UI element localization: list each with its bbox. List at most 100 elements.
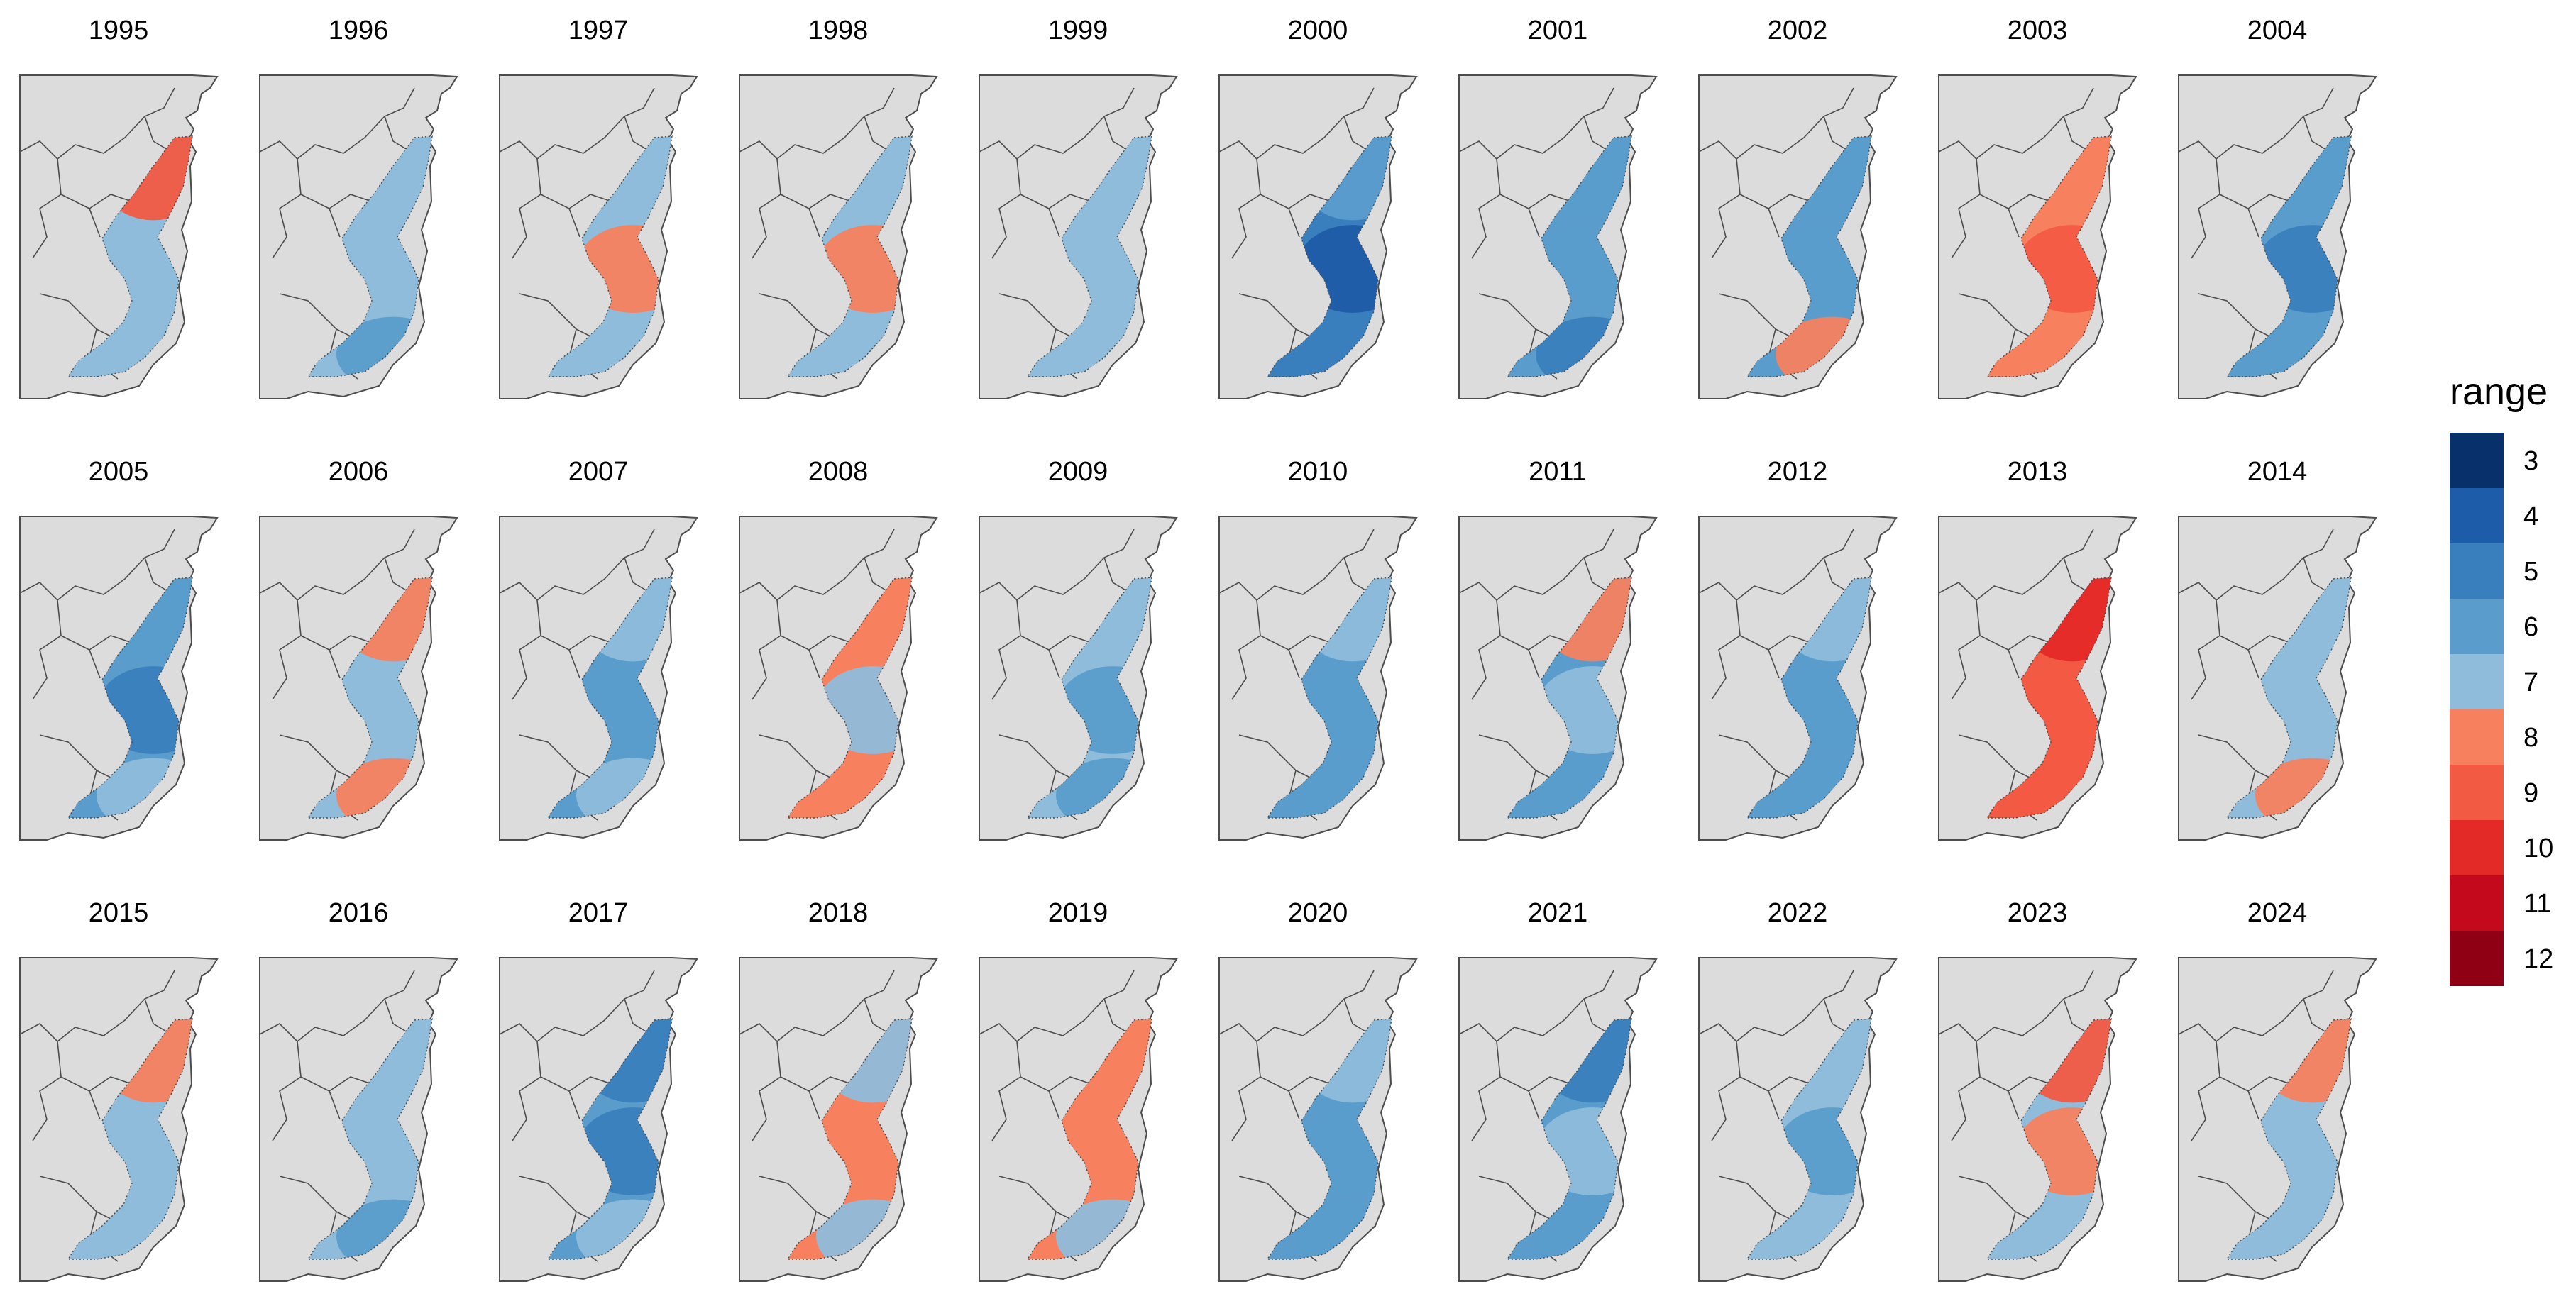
province-boundaries (1458, 529, 1614, 821)
legend: range 3 4 5 6 7 8 9 10 11 12 (2450, 370, 2553, 986)
province-boundaries (499, 970, 655, 1262)
map-panel: 2006 (259, 457, 458, 841)
map-panel: 2022 (1698, 898, 1897, 1282)
legend-label: 3 (2523, 446, 2538, 476)
province-boundaries (1458, 87, 1614, 380)
panel-year-label: 2008 (808, 457, 869, 487)
map-panel: 2023 (1938, 898, 2137, 1282)
map-panel: 2001 (1458, 16, 1657, 399)
panel-year-label: 1995 (89, 16, 149, 45)
province-boundaries (979, 529, 1135, 821)
map-panel: 2007 (499, 457, 698, 841)
legend-swatch (2450, 875, 2504, 931)
province-boundaries (2178, 529, 2334, 821)
map-panel: 2011 (1458, 457, 1657, 841)
panel-year-label: 2016 (329, 898, 389, 928)
legend-label: 10 (2523, 834, 2553, 863)
panel-year-label: 1997 (568, 16, 629, 45)
map-panel: 2018 (739, 898, 937, 1282)
province-boundaries (2178, 87, 2334, 380)
map-panel: 2013 (1938, 457, 2137, 841)
province-boundaries (259, 529, 415, 821)
legend-swatch (2450, 433, 2504, 488)
province-boundaries (1218, 87, 1375, 380)
legend-label: 9 (2523, 778, 2538, 808)
panel-year-label: 2001 (1528, 16, 1588, 45)
map-panel: 2020 (1218, 898, 1417, 1282)
map-panel: 2019 (979, 898, 1177, 1282)
map-panel: 2012 (1698, 457, 1897, 841)
legend-swatch (2450, 765, 2504, 820)
legend-label: 6 (2523, 612, 2538, 642)
map-panel: 2003 (1938, 16, 2137, 399)
panel-year-label: 2006 (329, 457, 389, 487)
legend-title: range (2450, 370, 2548, 413)
province-boundaries (2178, 970, 2334, 1262)
panel-year-label: 2013 (2008, 457, 2068, 487)
map-panel: 2024 (2178, 898, 2377, 1282)
province-boundaries (1698, 529, 1854, 821)
map-panel: 2021 (1458, 898, 1657, 1282)
map-panel: 1996 (259, 16, 458, 399)
panel-year-label: 2020 (1288, 898, 1348, 928)
legend-label: 11 (2523, 889, 2551, 919)
panel-year-label: 2024 (2247, 898, 2308, 928)
province-boundaries (1938, 970, 2094, 1262)
map-panel: 2016 (259, 898, 458, 1282)
panel-year-label: 2014 (2247, 457, 2308, 487)
province-boundaries (499, 529, 655, 821)
legend-label: 8 (2523, 723, 2538, 753)
province-boundaries (259, 970, 415, 1262)
legend-swatch (2450, 931, 2504, 986)
province-boundaries (979, 87, 1135, 380)
map-panel: 2015 (19, 898, 218, 1282)
map-panel: 2000 (1218, 16, 1417, 399)
panel-year-label: 2012 (1768, 457, 1828, 487)
panel-year-label: 2005 (89, 457, 149, 487)
province-boundaries (979, 970, 1135, 1262)
panel-year-label: 2010 (1288, 457, 1348, 487)
map-panel: 2008 (739, 457, 937, 841)
province-boundaries (739, 87, 895, 380)
panel-year-label: 1998 (808, 16, 869, 45)
panel-year-label: 2015 (89, 898, 149, 928)
province-boundaries (1218, 970, 1375, 1262)
panel-year-label: 2003 (2008, 16, 2068, 45)
province-boundaries (499, 87, 655, 380)
map-panel: 1998 (739, 16, 937, 399)
map-panel: 1995 (19, 16, 218, 399)
province-boundaries (19, 529, 175, 821)
map-panel: 2014 (2178, 457, 2377, 841)
panel-year-label: 2022 (1768, 898, 1828, 928)
province-boundaries (1938, 87, 2094, 380)
province-boundaries (1698, 87, 1854, 380)
map-panel: 1997 (499, 16, 698, 399)
panel-year-label: 2019 (1048, 898, 1108, 928)
panel-year-label: 1996 (329, 16, 389, 45)
map-panel: 2010 (1218, 457, 1417, 841)
map-panel: 2004 (2178, 16, 2377, 399)
legend-swatch (2450, 820, 2504, 875)
province-boundaries (1938, 529, 2094, 821)
panel-year-label: 2017 (568, 898, 629, 928)
province-boundaries (19, 970, 175, 1262)
panel-year-label: 2021 (1528, 898, 1588, 928)
map-panel: 2005 (19, 457, 218, 841)
province-boundaries (1698, 970, 1854, 1262)
province-boundaries (1218, 529, 1375, 821)
map-panel: 2009 (979, 457, 1177, 841)
panel-year-label: 2023 (2008, 898, 2068, 928)
legend-swatch (2450, 543, 2504, 599)
panel-grid: 1995 1996 1997 1998 1999 2000 2001 2002 2003 2004… (19, 16, 2377, 1282)
legend-swatch (2450, 488, 2504, 543)
legend-label: 5 (2523, 557, 2538, 587)
province-boundaries (1458, 970, 1614, 1262)
legend-keys: 3 4 5 6 7 8 9 10 11 12 (2450, 433, 2553, 986)
legend-label: 12 (2523, 944, 2553, 974)
panel-year-label: 1999 (1048, 16, 1108, 45)
panel-year-label: 2002 (1768, 16, 1828, 45)
province-boundaries (259, 87, 415, 380)
province-boundaries (19, 87, 175, 380)
legend-label: 4 (2523, 502, 2538, 531)
